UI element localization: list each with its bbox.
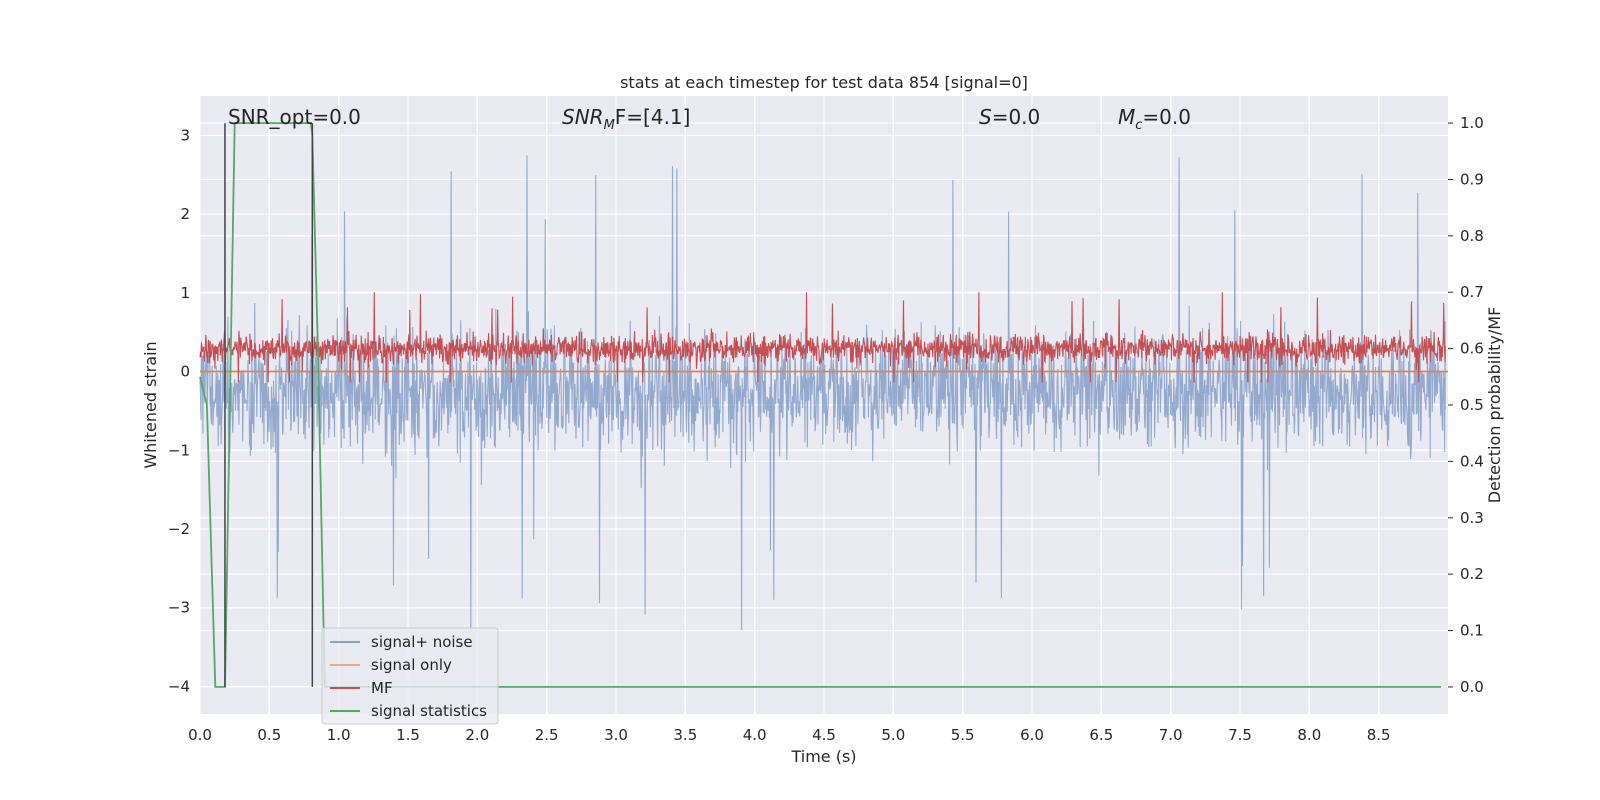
y-tick-label: −4	[168, 677, 190, 695]
vertical-markers	[224, 123, 314, 687]
y-right-tick-label: 0.7	[1460, 283, 1484, 301]
y-right-axis-ticks: 1.0 0.9 0.8 0.7 0.6 0.5 0.4 0.3 0.2 0.1 0.0	[1448, 114, 1484, 696]
legend-label-mf: MF	[371, 679, 393, 697]
snr-opt-annotation: SNR_opt=0.0	[228, 105, 361, 129]
s-value: =0.0	[992, 105, 1041, 129]
series-line-signal-noise	[199, 155, 1446, 632]
x-tick-label: 4.0	[743, 726, 767, 744]
x-tick-label: 8.5	[1367, 726, 1391, 744]
mc-sub: c	[1135, 118, 1142, 133]
y-tick-label: 1	[180, 284, 190, 302]
y-tick-label: −2	[168, 520, 190, 538]
y-right-tick-label: 0.6	[1460, 340, 1484, 358]
snr-mf-sub: M	[604, 118, 615, 133]
y-axis-label: Whitened strain	[141, 341, 160, 468]
s-annotation: S=0.0	[979, 105, 1040, 129]
x-tick-label: 1.5	[396, 726, 420, 744]
s-label: S	[979, 105, 992, 129]
x-tick-label: 0.0	[188, 726, 212, 744]
y-right-tick-label: 0.9	[1460, 170, 1484, 188]
legend-box	[321, 627, 499, 725]
x-tick-label: 8.0	[1297, 726, 1321, 744]
x-tick-label: 5.5	[951, 726, 975, 744]
mc-base: M	[1118, 105, 1135, 129]
y-right-tick-label: 0.2	[1460, 565, 1484, 583]
snr-mf-rest: F=[4.1]	[615, 105, 691, 129]
x-tick-label: 2.0	[465, 726, 489, 744]
y-right-tick-label: 0.4	[1460, 452, 1484, 470]
y-tick-label: 0	[180, 363, 190, 381]
legend-label-noise: signal+ noise	[371, 633, 473, 651]
x-tick-label: 7.5	[1228, 726, 1252, 744]
x-tick-label: 6.5	[1089, 726, 1113, 744]
x-tick-label: 3.5	[673, 726, 697, 744]
legend: signal+ noise signal only MF signal stat…	[321, 627, 499, 725]
legend-label-signal: signal only	[371, 656, 452, 674]
y-right-tick-label: 0.1	[1460, 622, 1484, 640]
x-tick-label: 7.0	[1159, 726, 1183, 744]
x-tick-label: 5.0	[881, 726, 905, 744]
mc-value: =0.0	[1142, 105, 1191, 129]
chart-title: stats at each timestep for test data 854…	[620, 73, 1028, 92]
y-right-axis-label: Detection probability/MF	[1485, 307, 1504, 504]
y-right-tick-label: 0.5	[1460, 396, 1484, 414]
y-right-tick-label: 1.0	[1460, 114, 1484, 132]
y-axis-ticks: 3 2 1 0 −1 −2 −3 −4	[168, 126, 190, 695]
x-tick-label: 0.5	[257, 726, 281, 744]
x-tick-label: 1.0	[327, 726, 351, 744]
x-axis-label: Time (s)	[790, 747, 856, 766]
y-tick-label: −1	[168, 441, 190, 459]
x-tick-label: 4.5	[812, 726, 836, 744]
y-tick-label: 3	[180, 126, 190, 144]
series-line-mf	[199, 292, 1446, 383]
y-tick-label: −3	[168, 599, 190, 617]
x-axis-ticks: 0.0 0.5 1.0 1.5 2.0 2.5 3.0 3.5 4.0 4.5 5.0 5.5 6.0 6…	[188, 726, 1391, 744]
x-tick-label: 6.0	[1020, 726, 1044, 744]
snr-mf-annotation: SNRMF=[4.1]	[562, 105, 690, 133]
x-tick-label: 2.5	[535, 726, 559, 744]
snr-mf-base: SNR	[562, 105, 604, 129]
legend-label-stats: signal statistics	[371, 702, 487, 720]
x-tick-label: 3.0	[604, 726, 628, 744]
mc-annotation: Mc=0.0	[1118, 105, 1191, 133]
y-right-tick-label: 0.8	[1460, 227, 1484, 245]
y-right-tick-label: 0.3	[1460, 509, 1484, 527]
y-right-tick-label: 0.0	[1460, 678, 1484, 696]
y-tick-label: 2	[180, 205, 190, 223]
